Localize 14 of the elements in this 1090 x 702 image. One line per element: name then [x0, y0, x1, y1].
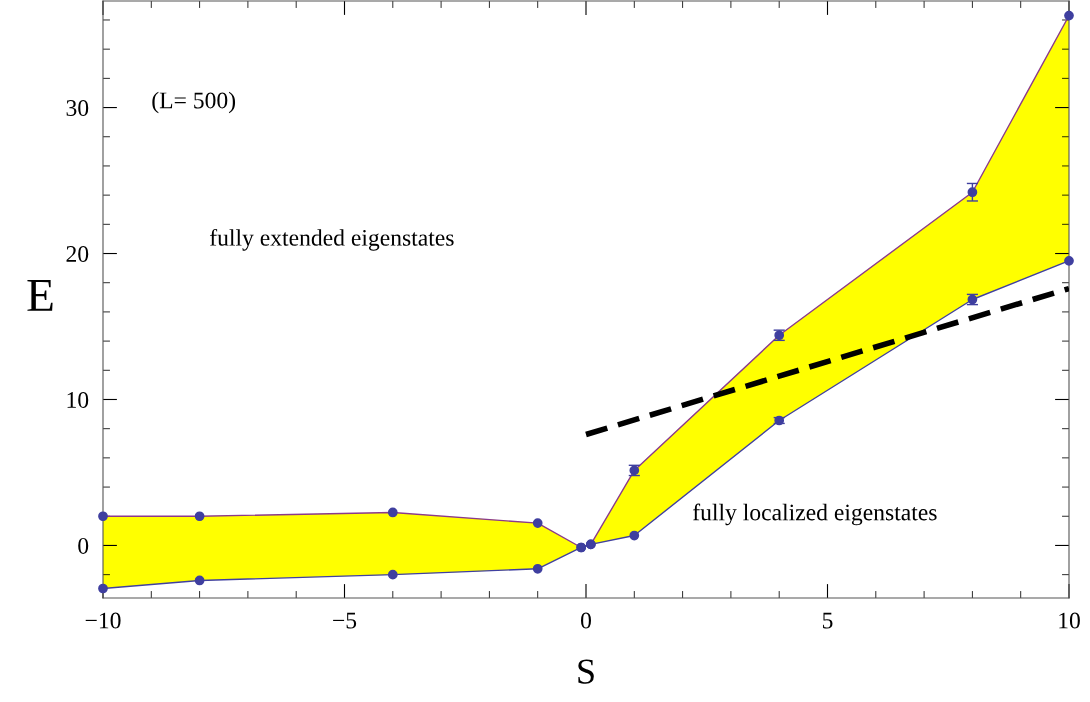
annotation: fully localized eigenstates: [692, 503, 937, 526]
x-tick-label: 0: [581, 612, 591, 629]
x-axis-title: S: [578, 659, 594, 684]
y-tick-label: 10: [67, 391, 89, 408]
x-tick-label: −5: [333, 612, 357, 629]
annotation: fully extended eigenstates: [209, 228, 454, 251]
y-axis-title: E: [27, 279, 53, 311]
y-tick-label: 0: [78, 537, 89, 554]
x-tick-label: −10: [85, 612, 121, 629]
y-tick-label: 20: [66, 246, 89, 262]
x-tick-label: 10: [1059, 612, 1080, 629]
y-tick-label: 30: [66, 100, 89, 116]
x-tick-label: 5: [822, 612, 833, 629]
annotation: (L= 500): [152, 91, 236, 114]
